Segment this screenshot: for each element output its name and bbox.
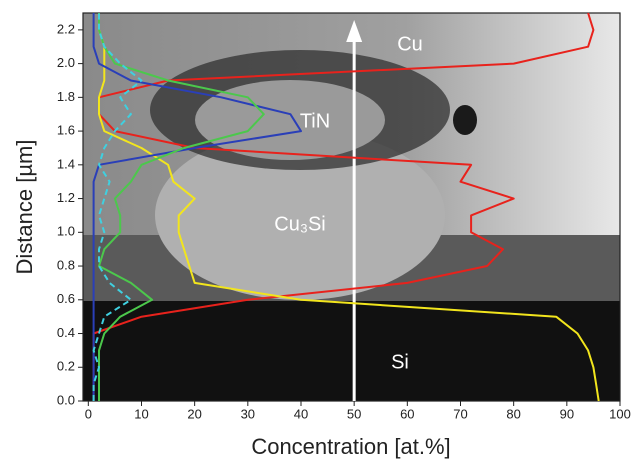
x-tick-label: 50	[347, 406, 361, 421]
y-tick-label: 2.2	[57, 21, 75, 36]
region-label: TiN	[300, 110, 330, 132]
x-tick-label: 0	[85, 406, 92, 421]
region-label: Cu	[397, 33, 423, 55]
x-tick-label: 30	[241, 406, 255, 421]
x-tick-label: 10	[134, 406, 148, 421]
y-tick-label: 1.8	[57, 89, 75, 104]
y-tick-label: 0.6	[57, 291, 75, 306]
y-tick-label: 1.6	[57, 123, 75, 138]
region-label: Cu₃Si	[274, 213, 326, 235]
x-tick-label: 80	[506, 406, 520, 421]
y-tick-label: 0.2	[57, 359, 75, 374]
y-tick-label: 0.4	[57, 325, 75, 340]
y-tick-label: 0.0	[57, 392, 75, 407]
x-tick-label: 40	[294, 406, 308, 421]
x-tick-label: 60	[400, 406, 414, 421]
y-tick-label: 1.0	[57, 224, 75, 239]
y-tick-label: 2.0	[57, 55, 75, 70]
x-tick-label: 20	[187, 406, 201, 421]
x-axis-title: Concentration [at.%]	[251, 434, 450, 459]
x-tick-label: 100	[609, 406, 631, 421]
chart: Concentration [at.%] Distance [µm] 0 10 20…	[0, 0, 635, 465]
y-tick-label: 1.2	[57, 190, 75, 205]
x-tick-label: 90	[560, 406, 574, 421]
y-tick-label: 0.8	[57, 257, 75, 272]
region-label: Si	[391, 351, 409, 373]
x-tick-label: 70	[453, 406, 467, 421]
y-tick-label: 1.4	[57, 156, 75, 171]
y-axis-title: Distance [µm]	[12, 140, 37, 275]
